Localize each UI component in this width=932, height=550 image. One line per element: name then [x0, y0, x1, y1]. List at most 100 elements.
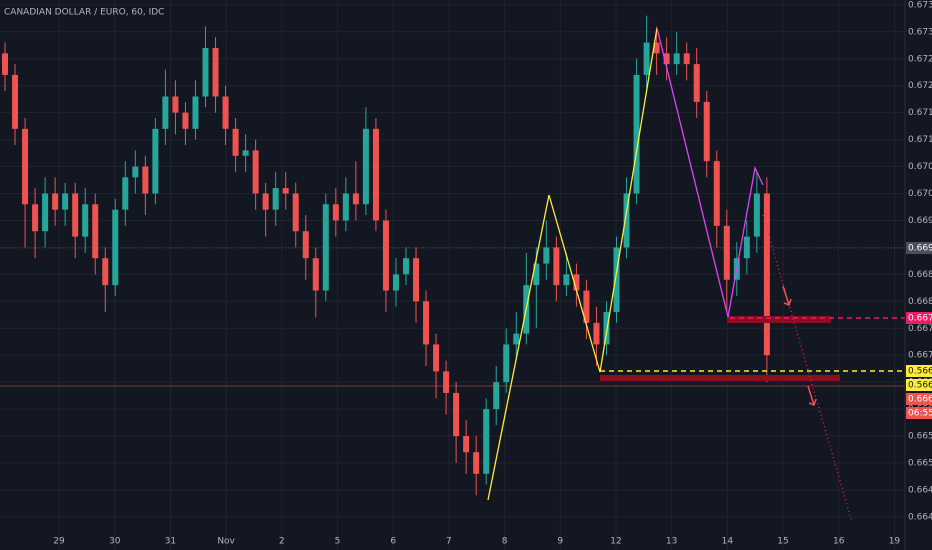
- y-tick-label: 0.6685: [908, 270, 932, 280]
- candle-body: [473, 452, 480, 474]
- candle-body: [653, 42, 660, 54]
- x-tick-label: 8: [502, 537, 508, 547]
- y-tick-label: 0.6705: [908, 162, 932, 172]
- price-tag-label: 0.6677: [908, 314, 932, 324]
- candle-body: [593, 322, 600, 345]
- x-tick-label: 15: [777, 537, 788, 547]
- price-axis: [905, 0, 932, 550]
- y-tick-label: 0.6645: [908, 485, 932, 495]
- candle-body: [583, 290, 590, 323]
- zone: [600, 375, 840, 381]
- candle-body: [92, 204, 99, 259]
- x-tick-label: 7: [446, 537, 452, 547]
- arrow: [782, 285, 792, 306]
- candle-body: [172, 96, 179, 113]
- candle-body: [613, 247, 620, 313]
- price-tag-label: 0.5667: [908, 381, 932, 391]
- candle-body: [453, 392, 460, 437]
- candle-body: [433, 344, 440, 372]
- y-tick-label: 0.6715: [908, 108, 932, 118]
- candle-body: [372, 128, 379, 221]
- candle-body: [272, 188, 279, 210]
- candle-body: [362, 128, 369, 205]
- y-tick-label: 0.6695: [908, 216, 932, 226]
- candle-body: [242, 150, 249, 156]
- candle-body: [563, 274, 570, 286]
- price-tag-label: 0.6664: [908, 395, 932, 405]
- x-tick-label: 5: [335, 537, 341, 547]
- candle-body: [192, 96, 199, 129]
- candle-body: [132, 166, 139, 178]
- price-tag-label: 06:55: [908, 409, 932, 419]
- price-tag: [906, 312, 932, 324]
- candle-body: [62, 193, 69, 210]
- x-tick-label: 13: [666, 537, 677, 547]
- candle-body: [603, 312, 610, 345]
- candle-body: [623, 193, 630, 248]
- candle-body: [82, 204, 89, 237]
- y-tick-label: 0.6725: [908, 54, 932, 64]
- candle-body: [503, 344, 510, 383]
- candle-body: [302, 231, 309, 259]
- candle-body: [663, 53, 670, 65]
- candle-body: [633, 74, 640, 194]
- candle-body: [212, 47, 219, 97]
- candle-body: [483, 409, 490, 474]
- candle-body: [392, 274, 399, 291]
- y-tick-label: 0.6675: [908, 324, 932, 334]
- x-tick-label: 31: [165, 537, 176, 547]
- price-tag: [906, 379, 932, 391]
- candle-body: [202, 47, 209, 97]
- x-tick-label: 12: [610, 537, 621, 547]
- candle-body: [352, 193, 359, 205]
- candle-body: [573, 274, 580, 291]
- candle-body: [182, 112, 189, 129]
- candle-body: [443, 371, 450, 393]
- candle-body: [713, 161, 720, 226]
- candle-body: [513, 333, 520, 345]
- candle-body: [102, 258, 109, 286]
- price-tag-label: 0.5667: [908, 367, 932, 377]
- candle-body: [643, 42, 650, 75]
- candle-body: [763, 193, 770, 356]
- candle-body: [332, 204, 339, 221]
- candle-body: [322, 204, 329, 291]
- candle-body: [743, 236, 750, 259]
- candle-body: [753, 193, 760, 237]
- price-tag: [906, 393, 932, 405]
- chart-title: CANADIAN DOLLAR / EURO, 60, IDC: [4, 8, 164, 18]
- price-tag: [906, 407, 932, 419]
- candle-body: [723, 225, 730, 280]
- pattern-line: [487, 27, 658, 501]
- x-tick-label: 9: [557, 537, 563, 547]
- x-tick-label: Nov: [217, 537, 235, 547]
- candle-body: [72, 193, 79, 237]
- candle-body: [693, 64, 700, 102]
- x-tick-label: 2: [279, 537, 285, 547]
- candle-body: [382, 220, 389, 291]
- candle-body: [342, 193, 349, 221]
- candle-body: [142, 166, 149, 194]
- arrow: [807, 385, 817, 406]
- price-tag: [906, 242, 932, 254]
- x-tick-label: 19: [889, 537, 901, 547]
- grid: [0, 0, 905, 550]
- candle-body: [122, 177, 129, 210]
- candle-body: [683, 53, 690, 65]
- candle-body: [52, 193, 59, 210]
- candle-body: [232, 128, 239, 156]
- candle-body: [673, 53, 680, 65]
- candle-body: [553, 247, 560, 286]
- candle-body: [162, 96, 169, 129]
- candle-body: [543, 247, 550, 264]
- candle-body: [703, 101, 710, 162]
- candle-body: [282, 188, 289, 194]
- candle-body: [252, 150, 259, 194]
